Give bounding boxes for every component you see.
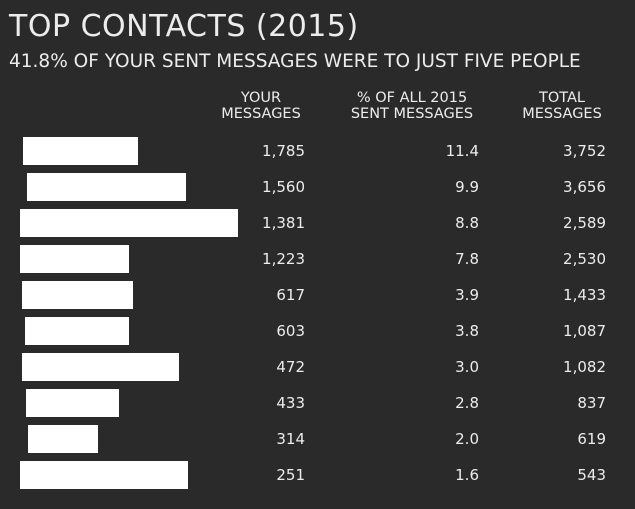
cell-pct: 3.9 xyxy=(455,286,479,304)
chart-subtitle: 41.8% OF YOUR SENT MESSAGES WERE TO JUST… xyxy=(9,51,581,72)
cell-pct: 9.9 xyxy=(455,178,479,196)
column-header-total-messages: TOTAL MESSAGES xyxy=(510,90,614,122)
cell-pct: 3.0 xyxy=(455,358,479,376)
cell-messages: 1,223 xyxy=(262,250,305,268)
column-header-line: MESSAGES xyxy=(522,106,602,122)
table-row: 603 3.8 1,087 xyxy=(0,313,635,349)
cell-pct: 2.0 xyxy=(455,430,479,448)
cell-total: 2,589 xyxy=(563,214,606,232)
cell-pct: 3.8 xyxy=(455,322,479,340)
table-row: 472 3.0 1,082 xyxy=(0,349,635,385)
table-row: 433 2.8 837 xyxy=(0,385,635,421)
redacted-contact-name xyxy=(23,137,138,165)
column-header-your-messages: YOUR MESSAGES xyxy=(209,90,313,122)
cell-total: 1,087 xyxy=(563,322,606,340)
cell-total: 543 xyxy=(577,466,606,484)
cell-messages: 251 xyxy=(276,466,305,484)
table-row: 314 2.0 619 xyxy=(0,421,635,457)
cell-pct: 2.8 xyxy=(455,394,479,412)
column-header-percent-sent: % OF ALL 2015 SENT MESSAGES xyxy=(336,90,488,122)
cell-total: 3,752 xyxy=(563,142,606,160)
redacted-contact-name xyxy=(25,317,129,345)
cell-total: 3,656 xyxy=(563,178,606,196)
table-row: 251 1.6 543 xyxy=(0,457,635,493)
cell-pct: 11.4 xyxy=(445,142,479,160)
cell-messages: 433 xyxy=(276,394,305,412)
redacted-contact-name xyxy=(20,209,238,237)
cell-total: 837 xyxy=(577,394,606,412)
cell-messages: 314 xyxy=(276,430,305,448)
cell-total: 1,433 xyxy=(563,286,606,304)
cell-messages: 617 xyxy=(276,286,305,304)
cell-messages: 603 xyxy=(276,322,305,340)
cell-total: 2,530 xyxy=(563,250,606,268)
cell-messages: 1,785 xyxy=(262,142,305,160)
cell-pct: 1.6 xyxy=(455,466,479,484)
redacted-contact-name xyxy=(27,173,186,201)
column-header-line: MESSAGES xyxy=(221,106,301,122)
cell-total: 1,082 xyxy=(563,358,606,376)
column-header-line: TOTAL xyxy=(539,90,585,106)
chart-title: TOP CONTACTS (2015) xyxy=(9,9,359,44)
cell-pct: 8.8 xyxy=(455,214,479,232)
table-row: 1,223 7.8 2,530 xyxy=(0,241,635,277)
redacted-contact-name xyxy=(20,245,129,273)
table-row: 1,560 9.9 3,656 xyxy=(0,169,635,205)
cell-messages: 1,560 xyxy=(262,178,305,196)
cell-messages: 472 xyxy=(276,358,305,376)
table-row: 1,785 11.4 3,752 xyxy=(0,133,635,169)
table-row: 1,381 8.8 2,589 xyxy=(0,205,635,241)
table-row: 617 3.9 1,433 xyxy=(0,277,635,313)
redacted-contact-name xyxy=(28,425,98,453)
column-header-line: % OF ALL 2015 xyxy=(356,90,468,106)
redacted-contact-name xyxy=(22,353,179,381)
redacted-contact-name xyxy=(22,281,133,309)
column-header-line: YOUR xyxy=(240,90,282,106)
cell-total: 619 xyxy=(577,430,606,448)
redacted-contact-name xyxy=(20,461,188,489)
cell-pct: 7.8 xyxy=(455,250,479,268)
redacted-contact-name xyxy=(26,389,119,417)
cell-messages: 1,381 xyxy=(262,214,305,232)
column-header-line: SENT MESSAGES xyxy=(350,106,474,122)
